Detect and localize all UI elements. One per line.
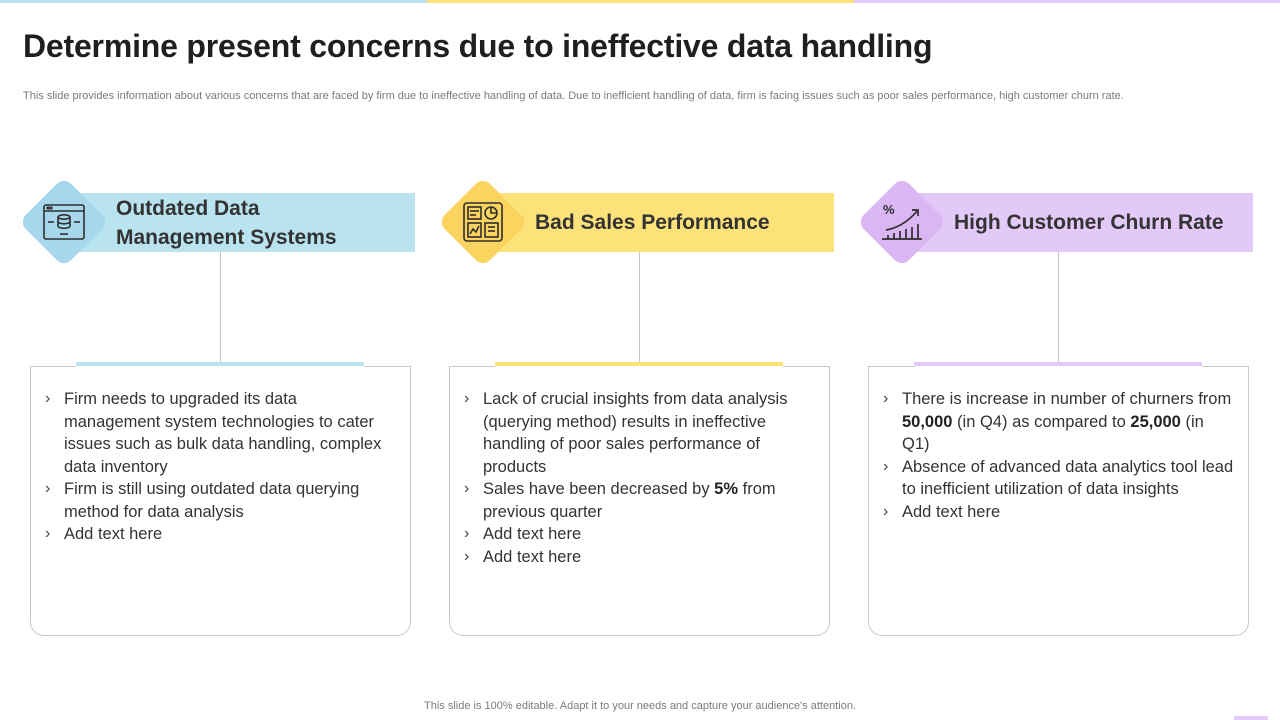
concern-banner: Outdated Data Management Systems bbox=[75, 193, 415, 252]
card-accent-bar bbox=[495, 362, 783, 366]
bullet-marker: › bbox=[464, 525, 470, 542]
bullet-highlight: 50,000 bbox=[902, 412, 953, 431]
concern-card: › Firm needs to upgraded its data managem… bbox=[30, 366, 411, 636]
slide-title: Determine present concerns due to ineffe… bbox=[23, 28, 933, 64]
concern-heading: High Customer Churn Rate bbox=[954, 211, 1224, 234]
slide-subtitle: This slide provides information about va… bbox=[23, 90, 1124, 102]
concern-heading-line: Outdated Data bbox=[116, 196, 260, 220]
concern-heading-line: Management Systems bbox=[116, 225, 337, 249]
bullet-marker: › bbox=[883, 390, 889, 407]
bullet-text: from previous quarter bbox=[483, 480, 776, 521]
concern-heading: Outdated Data Management Systems bbox=[116, 194, 337, 252]
card-accent-bar bbox=[914, 362, 1202, 366]
bullet-text: There is increase in number of churners … bbox=[902, 390, 1232, 408]
bullet-text: Firm is still using outdated data queryi… bbox=[64, 480, 360, 521]
top-accent-purple bbox=[854, 0, 1280, 3]
corner-accent bbox=[1234, 716, 1268, 720]
bullet-item: › Add text here bbox=[464, 546, 815, 569]
percent-growth-chart-icon: % bbox=[879, 199, 925, 245]
concern-banner: High Customer Churn Rate bbox=[913, 193, 1253, 252]
concern-card: › Lack of crucial insights from data anal… bbox=[449, 366, 830, 636]
bullet-marker: › bbox=[45, 390, 51, 407]
bullet-marker: › bbox=[45, 480, 51, 497]
bullet-item: › Add text here bbox=[883, 501, 1234, 524]
bullet-text: Add text here bbox=[902, 502, 1001, 521]
bullet-item: › Lack of crucial insights from data anal… bbox=[464, 388, 815, 478]
bullet-text: Lack of crucial insights from data analy… bbox=[483, 390, 788, 476]
bullet-list: › There is increase in number of churners… bbox=[883, 388, 1234, 523]
concern-heading: Bad Sales Performance bbox=[535, 211, 770, 234]
connector-line bbox=[639, 252, 640, 362]
bullet-item: › Add text here bbox=[45, 523, 396, 546]
bullet-marker: › bbox=[464, 480, 470, 497]
bullet-text: (in Q1) bbox=[902, 412, 1204, 454]
bullet-highlight: 25,000 bbox=[1130, 412, 1181, 431]
card-accent-bar bbox=[76, 362, 364, 366]
connector-line bbox=[1058, 252, 1059, 362]
bullet-item: › Absence of advanced data analytics tool… bbox=[883, 456, 1234, 501]
bullet-marker: › bbox=[883, 502, 889, 520]
bullet-item: › There is increase in number of churners… bbox=[883, 388, 1234, 456]
bullet-item: › Firm needs to upgraded its data managem… bbox=[45, 388, 396, 478]
bullet-text: Absence of advanced data analytics tool … bbox=[902, 457, 1234, 499]
bullet-text: (in Q4) as compared to bbox=[952, 412, 1131, 431]
bullet-list: › Firm needs to upgraded its data managem… bbox=[45, 388, 396, 546]
bullet-text: Add text here bbox=[483, 525, 582, 543]
bullet-text: Sales have been decreased by bbox=[483, 480, 715, 498]
top-accent-yellow bbox=[427, 0, 854, 3]
database-window-icon bbox=[41, 199, 87, 245]
sales-dashboard-icon bbox=[460, 199, 506, 245]
bullet-item: › Sales have been decreased by 5% from pr… bbox=[464, 478, 815, 523]
bullet-item: › Add text here bbox=[464, 523, 815, 546]
bullet-marker: › bbox=[883, 457, 889, 475]
slide-footer-note: This slide is 100% editable. Adapt it to… bbox=[424, 700, 856, 712]
bullet-text: Firm needs to upgraded its data manageme… bbox=[64, 390, 382, 476]
concern-column-churn: High Customer Churn Rate % › There is inc… bbox=[856, 0, 1278, 720]
top-accent-blue bbox=[0, 0, 427, 3]
bullet-item: › Firm is still using outdated data query… bbox=[45, 478, 396, 523]
bullet-marker: › bbox=[45, 525, 51, 542]
concern-banner: Bad Sales Performance bbox=[494, 193, 834, 252]
concern-column-sales: Bad Sales Performance › Lack of crucial i… bbox=[437, 0, 859, 720]
bullet-highlight: 5% bbox=[714, 480, 739, 498]
bullet-marker: › bbox=[464, 547, 470, 565]
concern-card: › There is increase in number of churners… bbox=[868, 366, 1249, 636]
bullet-text: Add text here bbox=[483, 547, 582, 566]
connector-line bbox=[220, 252, 221, 362]
bullet-text: Add text here bbox=[64, 525, 163, 543]
concern-column-outdated-data: Outdated Data Management Systems › Firm n… bbox=[18, 0, 440, 720]
bullet-marker: › bbox=[464, 390, 470, 407]
svg-text:%: % bbox=[883, 202, 895, 217]
bullet-list: › Lack of crucial insights from data anal… bbox=[464, 388, 815, 568]
